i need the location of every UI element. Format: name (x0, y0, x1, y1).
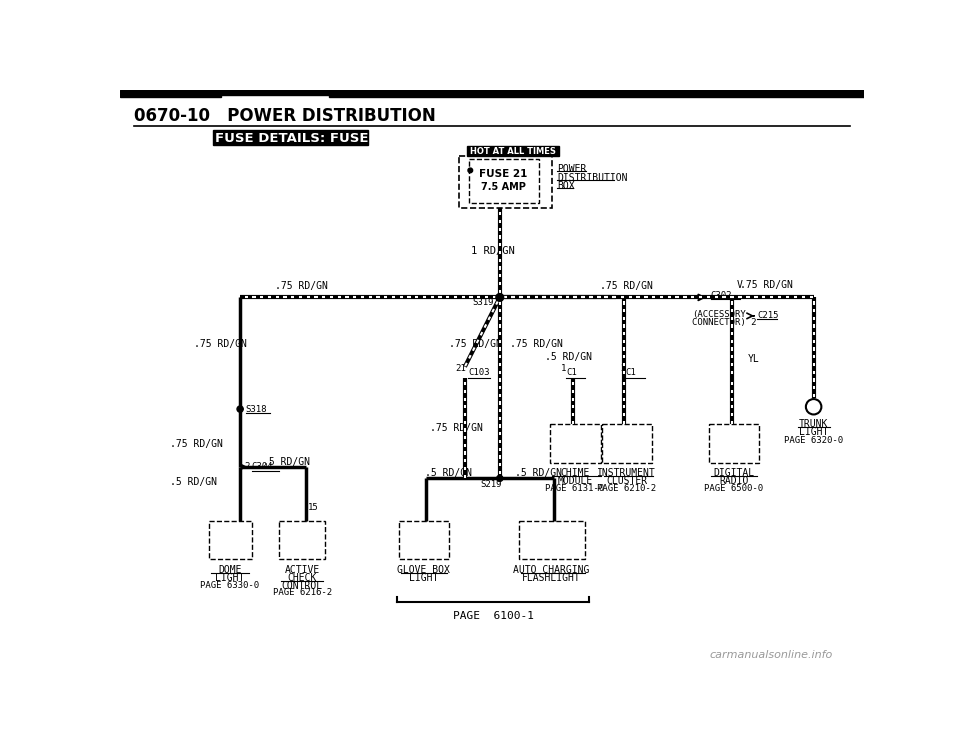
Text: CONNECTOR) 2: CONNECTOR) 2 (692, 319, 756, 327)
Bar (709, 424, 759, 463)
Text: CHIME: CHIME (561, 468, 589, 478)
Text: FUSE 21: FUSE 21 (479, 169, 528, 179)
Bar (550, 424, 601, 463)
Circle shape (496, 294, 504, 301)
Text: 2: 2 (244, 463, 250, 471)
Text: .75 RD/GN: .75 RD/GN (449, 339, 502, 348)
Text: PAGE 6500-0: PAGE 6500-0 (705, 483, 763, 493)
Text: carmanualsonline.info: carmanualsonline.info (709, 651, 832, 660)
Text: PAGE  6100-1: PAGE 6100-1 (453, 611, 534, 621)
Text: V: V (737, 280, 743, 290)
Text: 1 RD/GN: 1 RD/GN (471, 246, 515, 256)
Text: .5 RD/GN: .5 RD/GN (424, 468, 471, 478)
Text: C1: C1 (625, 369, 636, 377)
Text: DIGITAL: DIGITAL (713, 468, 755, 478)
Text: CONTROL: CONTROL (281, 581, 323, 591)
Text: .5 RD/GN: .5 RD/GN (170, 477, 217, 487)
Bar (468, 145, 559, 156)
Text: MODULE: MODULE (558, 476, 592, 486)
Circle shape (496, 475, 503, 481)
Text: DOME: DOME (218, 565, 242, 575)
Text: S219: S219 (480, 480, 502, 489)
Bar (278, 521, 325, 560)
Text: .75 RD/GN: .75 RD/GN (601, 281, 654, 291)
Text: PAGE 6216-2: PAGE 6216-2 (273, 589, 332, 598)
Bar (213, 131, 368, 145)
Text: PAGE 6210-2: PAGE 6210-2 (597, 483, 657, 493)
Text: S318: S318 (246, 404, 267, 413)
Text: RADIO: RADIO (719, 476, 749, 486)
Bar (519, 521, 585, 560)
Bar (550, 424, 601, 463)
Text: .75 RD/GN: .75 RD/GN (740, 280, 793, 290)
Text: .5 RD/GN: .5 RD/GN (544, 352, 591, 363)
Text: .5 RD/GN: .5 RD/GN (516, 468, 563, 478)
Text: .75 RD/GN: .75 RD/GN (275, 281, 328, 291)
Bar (468, 159, 539, 204)
Bar (278, 521, 325, 560)
Text: .5 RD/GN: .5 RD/GN (263, 457, 310, 467)
Text: 2: 2 (620, 364, 625, 373)
Bar (209, 521, 252, 560)
Text: LIGHT: LIGHT (215, 573, 245, 583)
Circle shape (468, 168, 472, 172)
Text: C1: C1 (566, 369, 577, 377)
Text: POWER: POWER (557, 164, 587, 175)
Text: C304: C304 (252, 463, 274, 471)
Text: DISTRIBUTION: DISTRIBUTION (557, 172, 628, 183)
Text: C215: C215 (757, 311, 779, 320)
Text: LIGHT: LIGHT (799, 427, 828, 436)
Text: S319: S319 (472, 298, 494, 307)
Text: PAGE 6320-0: PAGE 6320-0 (784, 436, 843, 445)
Bar (209, 521, 252, 560)
Text: INSTRUMENT: INSTRUMENT (597, 468, 657, 478)
Text: TRUNK: TRUNK (799, 419, 828, 429)
Text: .75 RD/GN: .75 RD/GN (170, 439, 224, 449)
Text: 0670-10   POWER DISTRIBUTION: 0670-10 POWER DISTRIBUTION (134, 107, 436, 125)
Text: BOX: BOX (557, 181, 575, 191)
Bar (399, 521, 449, 560)
Text: FLASHLIGHT: FLASHLIGHT (522, 573, 581, 583)
Bar (709, 424, 759, 463)
Text: 7.5 AMP: 7.5 AMP (481, 181, 526, 192)
Text: ACTIVE: ACTIVE (284, 565, 320, 575)
Text: C103: C103 (468, 369, 490, 377)
Text: HOT AT ALL TIMES: HOT AT ALL TIMES (470, 147, 556, 156)
Bar (329, 95, 864, 97)
Text: AUTO CHARGING: AUTO CHARGING (514, 565, 589, 575)
Bar (120, 90, 864, 95)
Text: LIGHT: LIGHT (409, 573, 439, 583)
Text: .75 RD/GN: .75 RD/GN (194, 339, 247, 348)
Text: PAGE 6131-0: PAGE 6131-0 (545, 483, 605, 493)
Text: .75 RD/GN: .75 RD/GN (510, 339, 563, 348)
Text: CHECK: CHECK (287, 573, 317, 583)
Text: 1: 1 (561, 364, 566, 373)
Text: CLUSTER: CLUSTER (607, 476, 647, 486)
Bar (602, 424, 653, 463)
Bar (468, 159, 539, 204)
Text: C302: C302 (710, 291, 732, 300)
Text: GLOVE BOX: GLOVE BOX (397, 565, 450, 575)
Text: YL: YL (748, 354, 759, 364)
Bar (399, 521, 449, 560)
Bar (602, 424, 653, 463)
Text: 21: 21 (456, 364, 467, 373)
Bar (120, 95, 221, 97)
Bar (519, 521, 585, 560)
Text: 15: 15 (307, 503, 319, 513)
Text: PAGE 6330-0: PAGE 6330-0 (201, 581, 259, 590)
Circle shape (237, 406, 243, 412)
Bar (460, 156, 552, 208)
Text: (ACCESSORY: (ACCESSORY (692, 310, 746, 319)
Text: .75 RD/GN: .75 RD/GN (430, 423, 483, 433)
Text: FUSE DETAILS: FUSE 21: FUSE DETAILS: FUSE 21 (215, 131, 392, 145)
